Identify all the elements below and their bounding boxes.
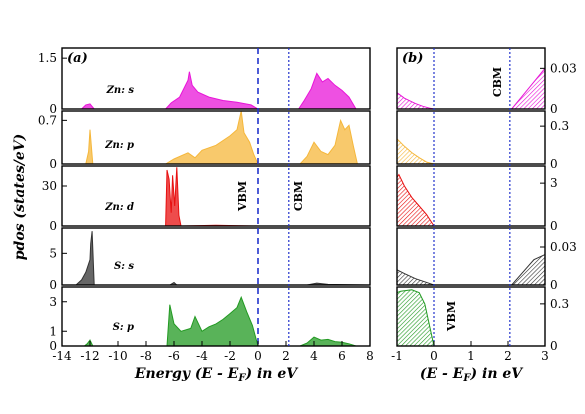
y-tick-label: 0.7 <box>38 113 57 127</box>
x-axis-title-sub: F <box>462 373 471 384</box>
x-tick-label: -4 <box>196 349 208 363</box>
y-tick-label: 5 <box>49 246 57 260</box>
y-tick-label: 0 <box>49 278 57 292</box>
row-2: 0 30 Zn: d <box>42 165 371 233</box>
x-tick-label: -10 <box>108 349 127 363</box>
row-frame <box>396 165 546 227</box>
y-tick-label: 1 <box>49 324 57 338</box>
pdos-area <box>62 167 370 226</box>
pdos-area <box>62 111 370 164</box>
x-tick-label: -6 <box>168 349 180 363</box>
row-1: 0 0.7 Zn: p <box>38 110 371 171</box>
x-axis-title-main: (E - E <box>420 366 464 382</box>
row-0: 0 1.5 Zn: s <box>38 47 371 116</box>
row-4: 01 3 S: p <box>49 286 371 353</box>
x-axis-title: (E - EF) in eV <box>420 366 524 384</box>
y-tick-label: 0.03 <box>550 61 577 75</box>
y-tick-label: 3 <box>49 295 57 309</box>
row-frame <box>396 110 546 165</box>
row-4: 00.3 <box>396 286 569 353</box>
x-tick-label: 2 <box>282 349 290 363</box>
y-tick-label: 0 <box>49 219 57 233</box>
row-frame <box>61 286 371 347</box>
row-frame <box>396 47 546 110</box>
y-tick-label: 0 <box>49 339 57 353</box>
pdos-area <box>62 231 370 285</box>
pdos-area <box>62 297 370 346</box>
y-tick-label: 1.5 <box>38 51 57 65</box>
y-tick-label: 0.3 <box>550 297 569 311</box>
x-tick-label: 0 <box>254 349 262 363</box>
row-label: Zn: d <box>104 202 134 213</box>
row-label: Zn: p <box>104 140 134 151</box>
y-tick-label: 0 <box>550 157 558 171</box>
x-tick-label: -1 <box>391 349 403 363</box>
x-axis-title-tail: ) in eV <box>470 366 525 382</box>
label-cbm-a: CBM <box>292 181 305 211</box>
label-vbm-a: VBM <box>236 181 249 212</box>
row-label: S: s <box>114 261 134 272</box>
pdos-area <box>397 68 545 109</box>
y-tick-label: 30 <box>42 179 57 193</box>
pdos-line <box>62 231 371 286</box>
x-tick-label: 0 <box>430 349 438 363</box>
label-cbm-b: CBM <box>491 67 504 97</box>
panel-tag: (a) <box>67 51 88 66</box>
x-tick-label: -8 <box>140 349 152 363</box>
x-axis-title: Energy (E - EF) in eV <box>134 366 299 384</box>
y-tick-label: 3 <box>550 176 558 190</box>
row-0: 00.03 <box>396 47 577 116</box>
pdos-area <box>397 289 545 346</box>
x-tick-label: 3 <box>541 349 549 363</box>
y-tick-label: 0 <box>49 102 57 116</box>
pdos-line <box>396 289 545 347</box>
row-frame <box>61 47 371 110</box>
pdos-area <box>397 138 545 164</box>
row-frame <box>61 110 371 165</box>
y-tick-label: 0 <box>550 339 558 353</box>
row-frame <box>61 227 371 286</box>
x-tick-label: -14 <box>52 349 72 363</box>
y-tick-label: 0 <box>550 219 558 233</box>
label-vbm-b: VBM <box>445 301 458 332</box>
row-frame <box>396 227 546 286</box>
x-tick-label: 2 <box>504 349 512 363</box>
row-frame <box>61 165 371 227</box>
x-tick-label: 6 <box>338 349 346 363</box>
pdos-area <box>62 71 370 109</box>
y-tick-label: 0 <box>550 278 558 292</box>
pdos-line <box>396 173 545 227</box>
y-axis-title: pdos (states/eV) <box>12 134 28 260</box>
row-3: 0 5 S: s <box>49 227 371 292</box>
x-tick-label: 8 <box>366 349 374 363</box>
panel-tag: (b) <box>402 51 423 66</box>
x-tick-label: 4 <box>310 349 318 363</box>
x-axis-title-main: Energy (E - E <box>134 366 239 382</box>
y-tick-label: 0.03 <box>550 240 577 254</box>
y-tick-label: 0 <box>49 157 57 171</box>
x-tick-label: -12 <box>80 349 99 363</box>
x-axis-title-tail: ) in eV <box>244 366 299 382</box>
x-tick-label: 1 <box>467 349 475 363</box>
row-3: 00.03 <box>396 227 577 292</box>
row-1: 00.3 <box>396 110 569 171</box>
pdos-area <box>397 254 545 285</box>
row-2: 03 <box>396 165 558 233</box>
y-tick-label: 0.3 <box>550 119 569 133</box>
y-tick-label: 0 <box>550 102 558 116</box>
row-label: Zn: s <box>106 85 135 96</box>
pdos-line <box>62 167 370 227</box>
x-axis-title-sub: F <box>237 373 246 384</box>
pdos-area <box>397 174 545 226</box>
x-tick-label: -2 <box>224 349 236 363</box>
row-label: S: p <box>113 322 134 333</box>
